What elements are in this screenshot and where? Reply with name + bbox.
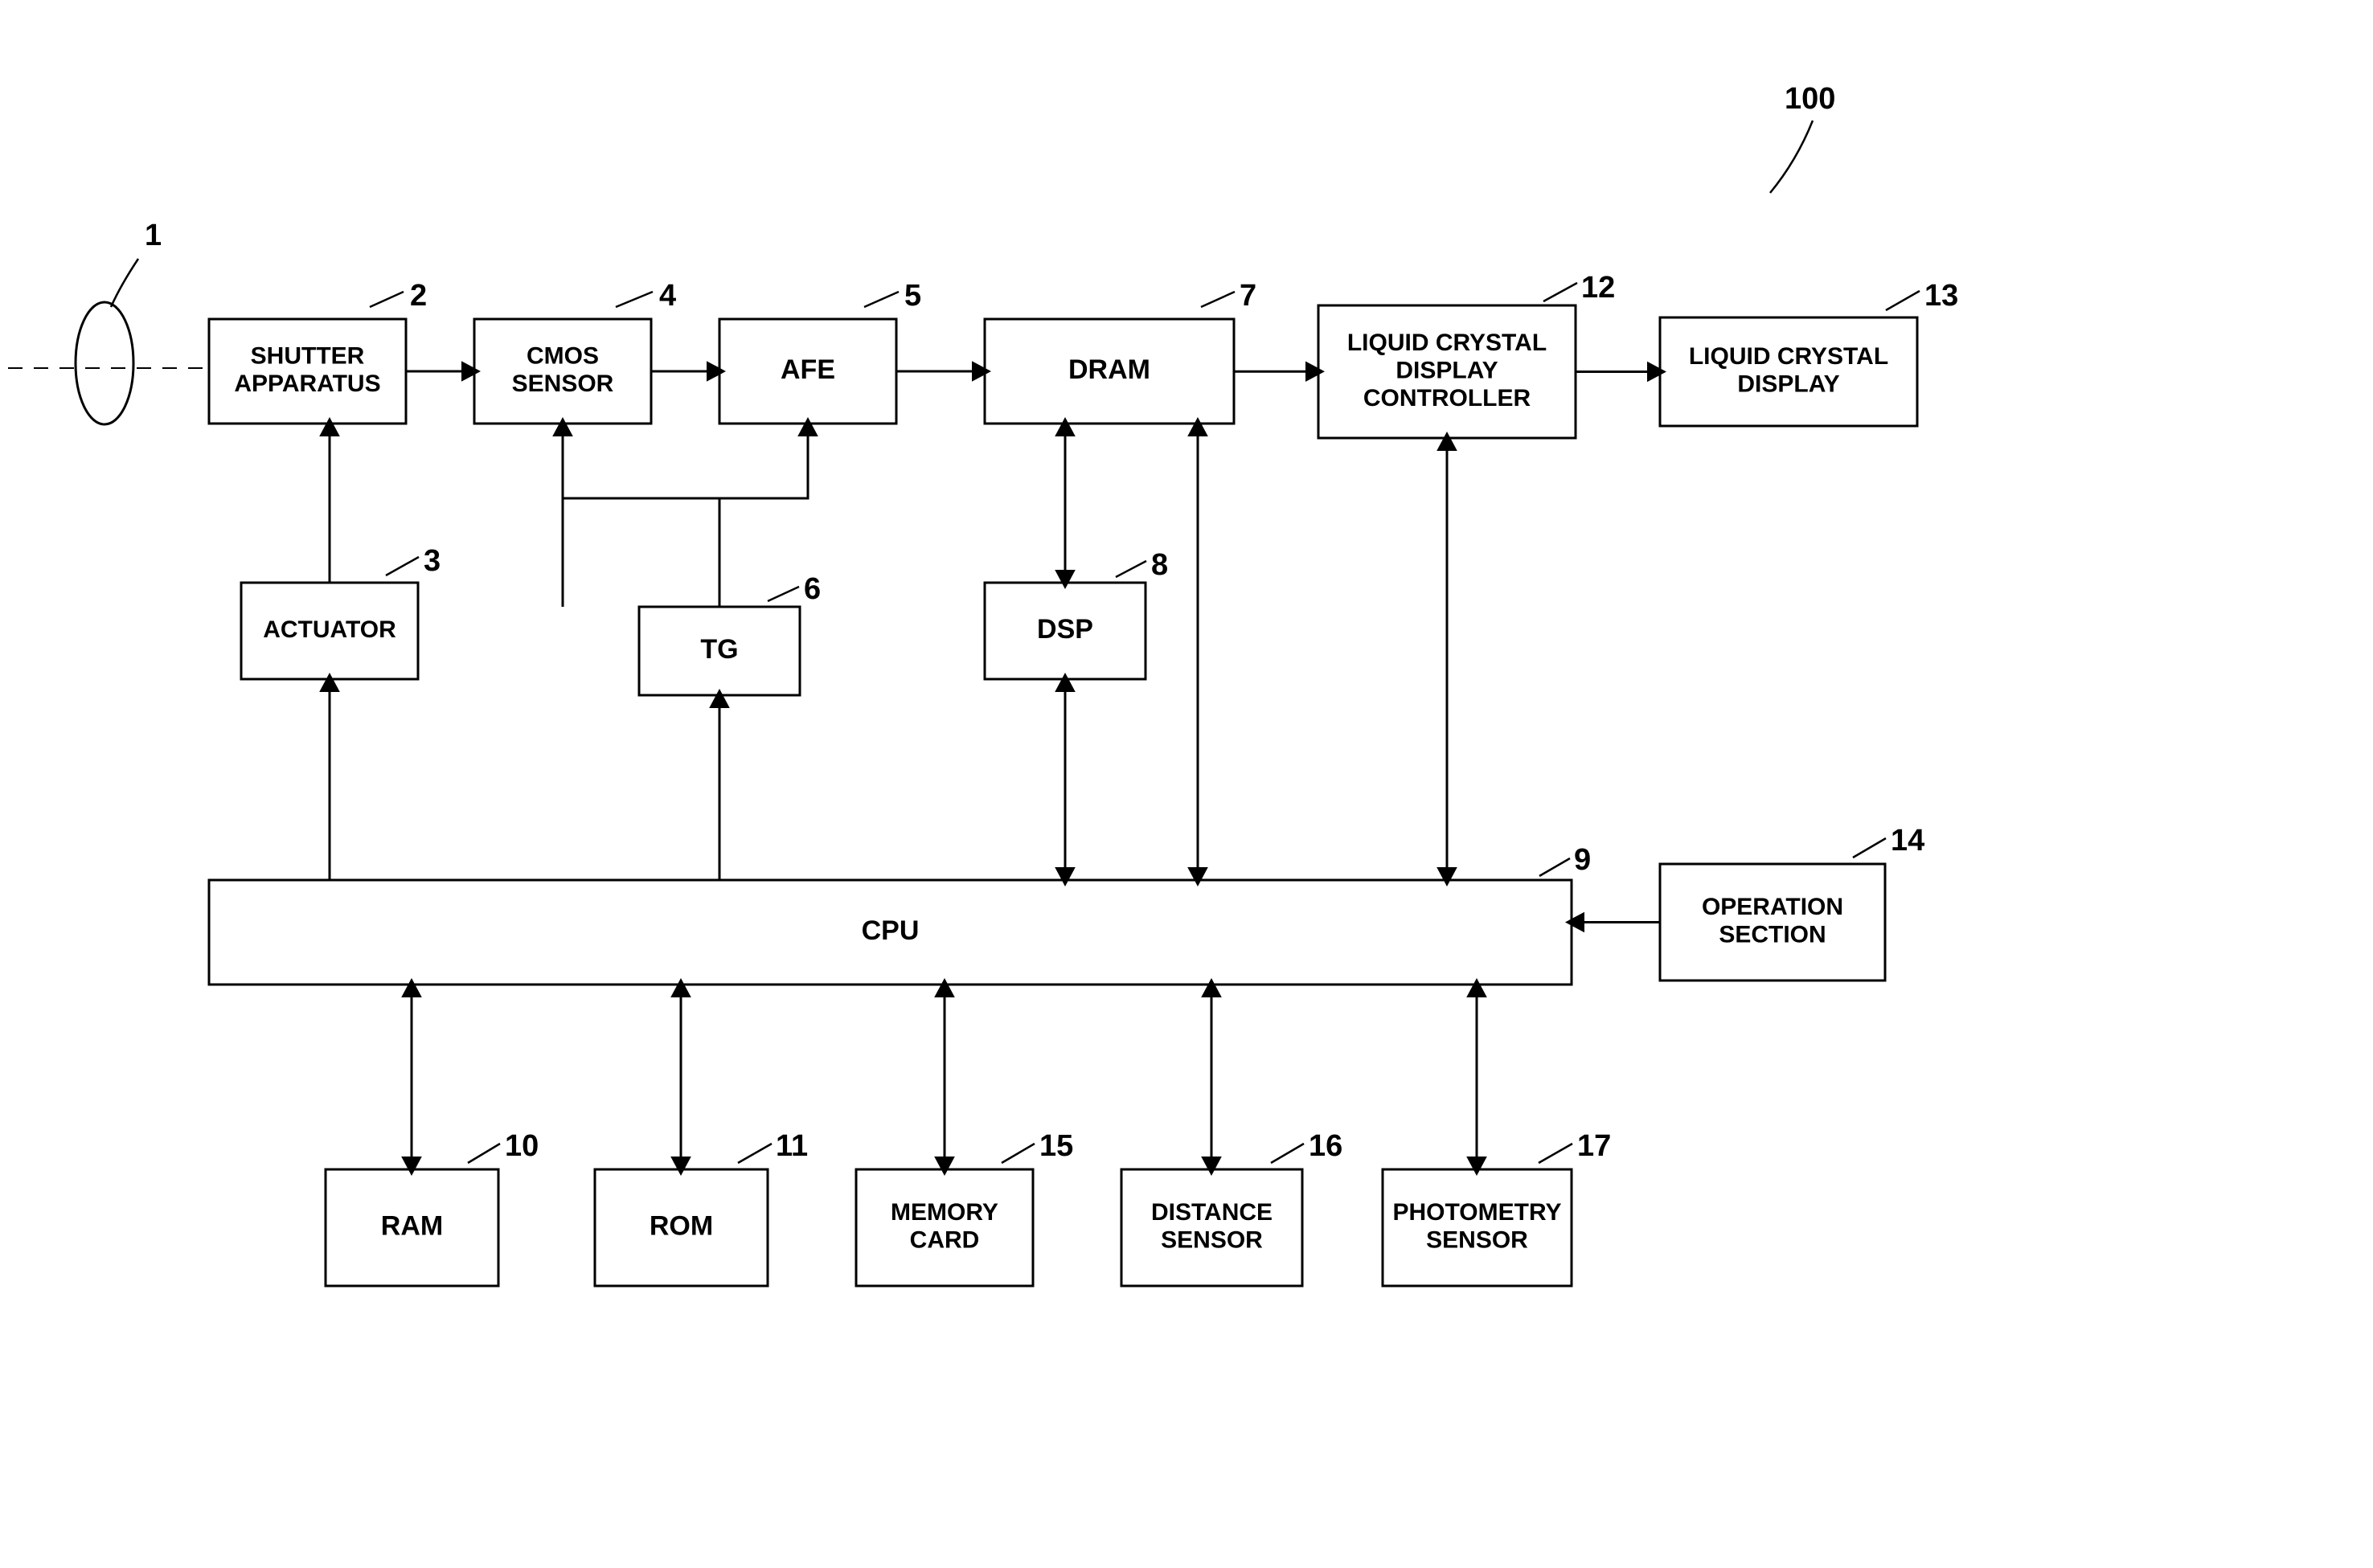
ref-number: 11 [776,1129,808,1163]
ref-leader [1271,1144,1304,1163]
ref-leader [1853,838,1886,858]
block-memcard: MEMORYCARD [856,1169,1033,1286]
block-lcd: LIQUID CRYSTALDISPLAY [1660,317,1917,426]
block-label: SECTION [1719,922,1826,948]
ref-leader [370,292,404,307]
block-label: CMOS [527,343,599,370]
ref-number: 3 [424,544,441,578]
ref-leader [1116,561,1146,577]
ref-number: 16 [1309,1129,1342,1163]
block-label: TG [700,634,738,665]
ref-number: 1 [145,219,162,252]
ref-number: 9 [1574,843,1591,877]
ref-leader [864,292,899,307]
ref-leader [1543,283,1577,301]
ref-number: 10 [505,1129,539,1163]
block-distance: DISTANCESENSOR [1121,1169,1302,1286]
block-photo: PHOTOMETRYSENSOR [1383,1169,1572,1286]
block-diagram: SHUTTERAPPARATUSCMOSSENSORAFEDRAMLIQUID … [0,0,2373,1568]
block-label: CPU [862,915,920,946]
ref-leader [468,1144,500,1163]
block-label: SENSOR [1161,1227,1263,1254]
ref-leader [616,292,653,307]
block-cpu: CPU [209,880,1572,985]
connector [563,424,808,607]
ref-number: 15 [1039,1129,1073,1163]
block-label: ROM [650,1210,713,1241]
ref-number: 100 [1785,82,1835,116]
block-label: RAM [381,1210,443,1241]
ref-leader [1201,292,1235,307]
ref-leader [1770,121,1813,193]
block-label: OPERATION [1702,894,1843,920]
ref-leader [1886,291,1920,310]
ref-leader [1539,858,1570,876]
block-rom: ROM [595,1169,768,1286]
block-label: DISTANCE [1151,1199,1273,1226]
ref-leader [1002,1144,1035,1163]
block-tg: TG [639,607,800,695]
block-label: DSP [1037,614,1093,645]
block-label: ACTUATOR [263,616,396,643]
ref-number: 4 [659,279,676,313]
block-actuator: ACTUATOR [241,583,418,679]
ref-leader [738,1144,772,1163]
block-dsp: DSP [985,583,1146,679]
ref-leader [1539,1144,1572,1163]
block-label: SENSOR [1426,1227,1528,1254]
block-ram: RAM [326,1169,498,1286]
block-label: LIQUID CRYSTAL [1347,330,1547,356]
block-afe: AFE [719,319,896,424]
block-label: MEMORY [891,1199,998,1226]
lens-shape [76,302,133,424]
block-label: CARD [910,1227,980,1254]
ref-number: 7 [1240,279,1256,313]
ref-number: 8 [1151,548,1168,582]
ref-number: 14 [1891,824,1924,858]
ref-leader [386,557,419,575]
ref-number: 6 [804,572,821,606]
ref-number: 5 [904,279,921,313]
ref-number: 13 [1924,279,1958,313]
ref-number: 12 [1581,271,1615,305]
block-lcdctrl: LIQUID CRYSTALDISPLAYCONTROLLER [1318,305,1576,438]
block-label: PHOTOMETRY [1392,1199,1561,1226]
ref-number: 17 [1577,1129,1611,1163]
ref-leader [768,587,799,601]
block-label: SENSOR [512,371,614,397]
ref-number: 2 [410,279,427,313]
block-dram: DRAM [985,319,1234,424]
block-label: DRAM [1068,354,1150,385]
ref-leader [111,259,138,307]
block-cmos: CMOSSENSOR [474,319,651,424]
block-shutter: SHUTTERAPPARATUS [209,319,406,424]
block-label: LIQUID CRYSTAL [1689,343,1888,370]
block-label: DISPLAY [1737,371,1839,398]
block-label: DISPLAY [1396,357,1498,383]
block-label: SHUTTER [251,343,365,370]
block-opsec: OPERATIONSECTION [1660,864,1885,981]
block-label: CONTROLLER [1363,385,1531,411]
block-label: APPARATUS [234,371,380,397]
block-label: AFE [781,354,835,385]
